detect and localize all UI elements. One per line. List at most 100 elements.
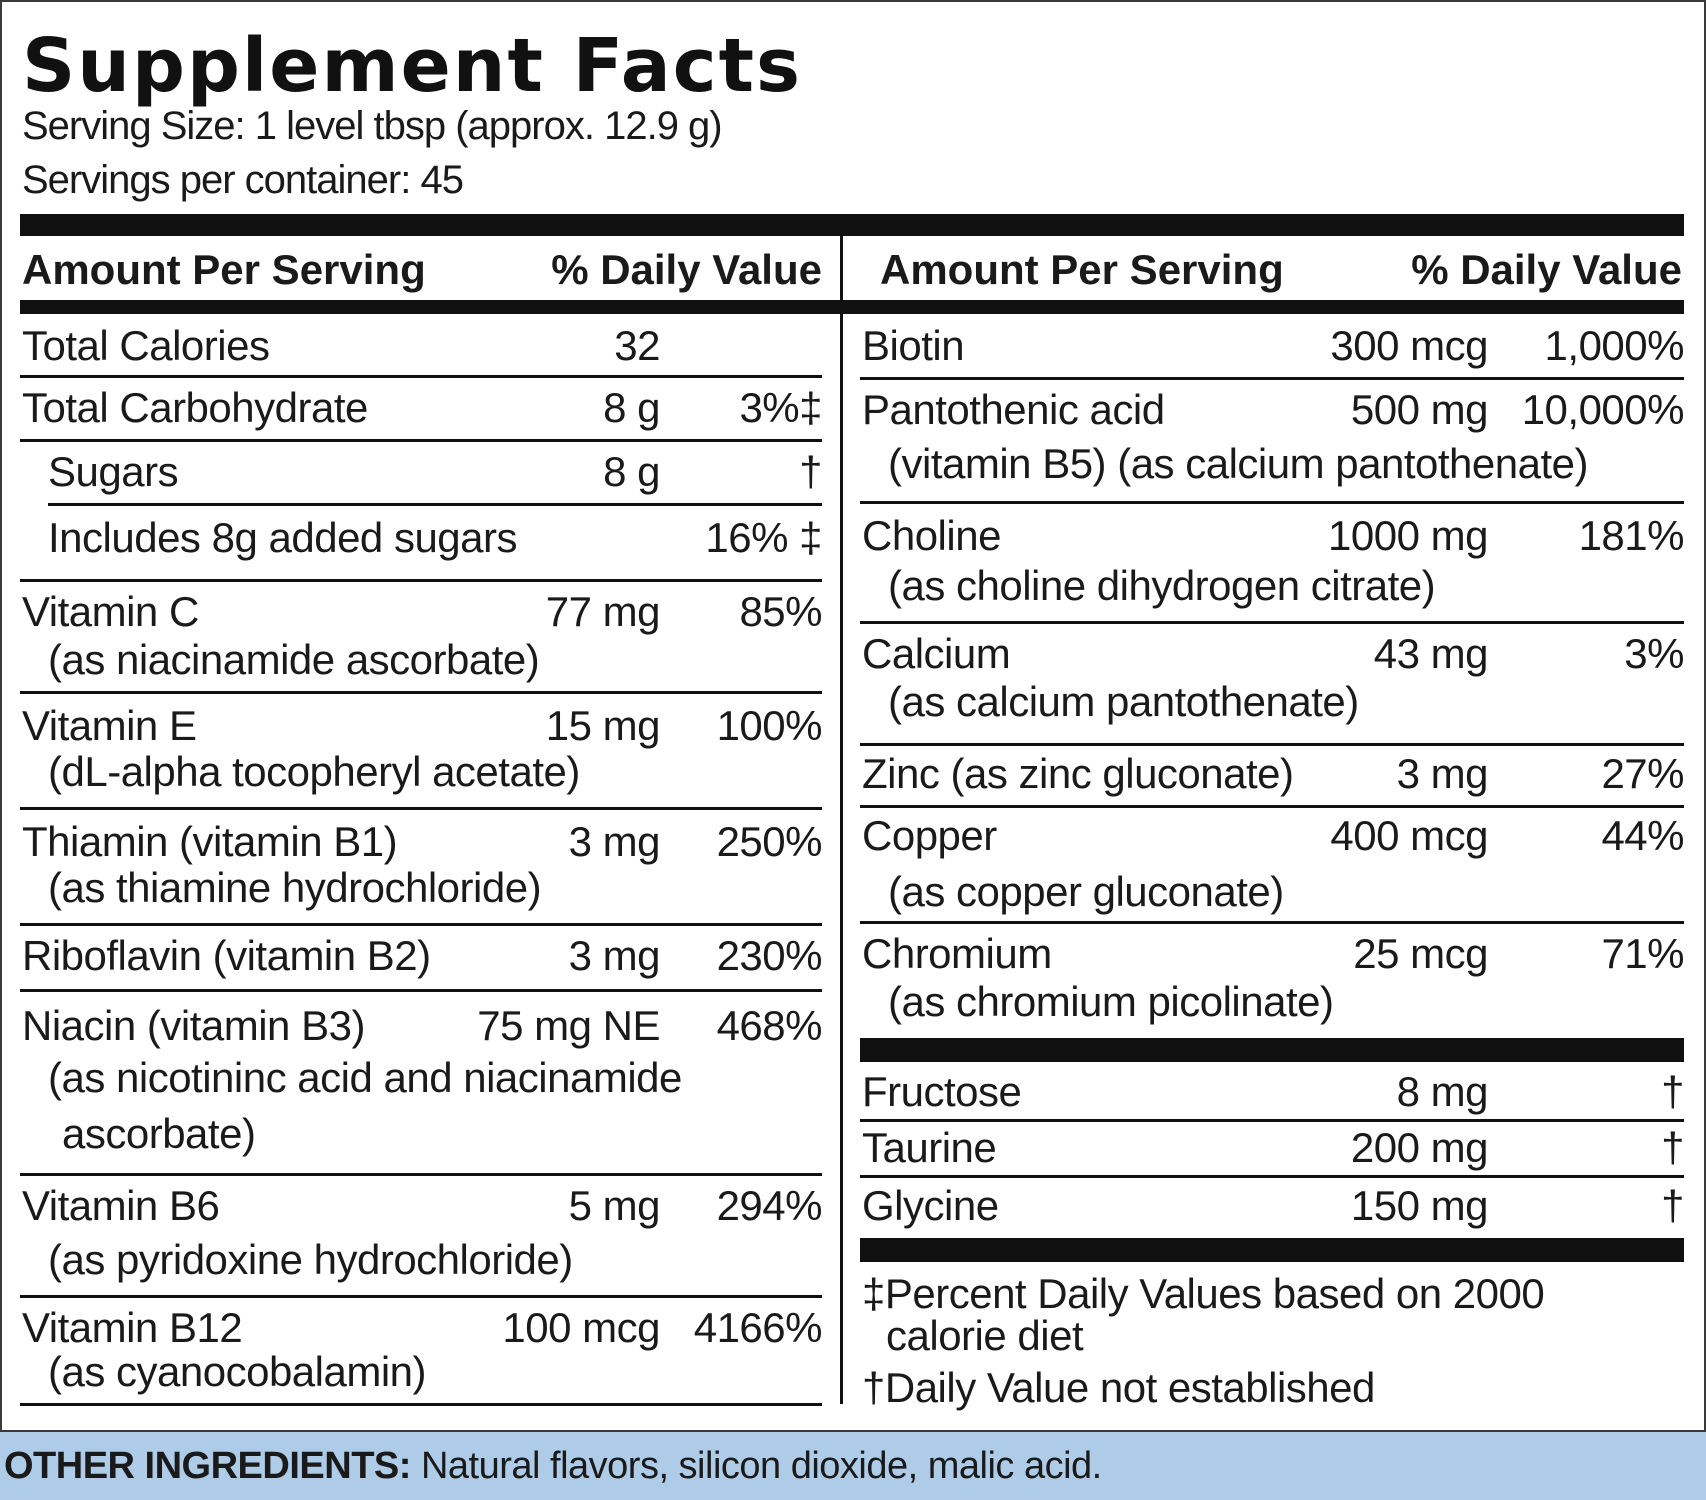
nutrient-daily-value: 100% [716, 702, 823, 749]
ingredient-row: Fructose 8 mg † [860, 1066, 1684, 1122]
nutrient-amount: 15 mg [545, 702, 661, 749]
nutrient-name: Pantothenic acid [862, 386, 1165, 433]
nutrient-row: Vitamin E 15 mg 100% (dL-alpha tocophery… [20, 694, 823, 810]
nutrient-source: (as nicotininc acid and niacinamide [48, 1054, 682, 1101]
other-ingredients-text: Natural flavors, silicon dioxide, malic … [410, 1445, 1102, 1487]
nutrient-name: Copper [862, 812, 997, 859]
nutrient-amount: 400 mcg [1330, 812, 1488, 859]
nutrient-name: Includes 8g added sugars [48, 514, 518, 561]
nutrient-amount: 32 [614, 322, 660, 369]
ingredient-amount: 8 mg [1396, 1068, 1489, 1115]
nutrient-source: (as copper gluconate) [888, 868, 1284, 915]
nutrient-source: (as chromium picolinate) [888, 978, 1334, 1025]
nutrient-row: Thiamin (vitamin B1) 3 mg 250% (as thiam… [20, 810, 823, 926]
nutrient-row: Vitamin B12 100 mcg 4166% (as cyanocobal… [20, 1298, 823, 1406]
nutrient-daily-value: 27% [1601, 750, 1684, 797]
column-divider [840, 236, 843, 1404]
nutrient-name: Thiamin (vitamin B1) [22, 818, 398, 865]
nutrient-amount: 43 mg [1373, 630, 1489, 677]
other-ingredients-band: OTHER INGREDIENTS: Natural flavors, sili… [0, 1432, 1706, 1500]
nutrient-daily-value: 4166% [693, 1304, 823, 1351]
amount-per-serving-heading: Amount Per Serving [22, 246, 426, 293]
nutrient-amount: 3 mg [1396, 750, 1489, 797]
nutrient-amount: 5 mg [568, 1182, 661, 1229]
nutrient-amount: 3 mg [568, 818, 661, 865]
nutrient-row: Chromium 25 mcg 71% (as chromium picolin… [860, 924, 1684, 1038]
ingredient-daily-value: † [1661, 1182, 1684, 1229]
nutrient-daily-value: 16% ‡ [705, 514, 822, 561]
nutrient-amount: 8 g [603, 384, 660, 431]
nutrient-name: Choline [862, 512, 1001, 559]
nutrient-daily-value: † [799, 448, 822, 495]
left-nutrient-list: Total Calories 32 Total Carbohydrate 8 g… [20, 314, 823, 1406]
nutrient-name: Chromium [862, 930, 1052, 977]
amount-per-serving-heading: Amount Per Serving [880, 246, 1284, 293]
nutrient-row: Copper 400 mcg 44% (as copper gluconate) [860, 808, 1684, 924]
ingredient-row: Glycine 150 mg † [860, 1178, 1684, 1234]
nutrient-row: Sugars 8 g † [48, 442, 822, 506]
nutrient-amount: 75 mg NE [477, 1002, 660, 1049]
nutrient-name: Niacin (vitamin B3) [22, 1002, 365, 1049]
ingredient-daily-value: † [1661, 1124, 1684, 1171]
nutrient-amount: 300 mcg [1330, 322, 1488, 369]
ingredient-amount: 200 mg [1350, 1124, 1489, 1171]
footnote-bar [860, 1238, 1684, 1262]
nutrient-source: (vitamin B5) (as calcium pantothenate) [888, 440, 1588, 487]
nutrient-name: Zinc (as zinc gluconate) [862, 750, 1294, 797]
nutrient-row: Zinc (as zinc gluconate) 3 mg 27% [860, 746, 1684, 808]
ingredient-amount: 150 mg [1350, 1182, 1489, 1229]
nutrient-daily-value: 294% [716, 1182, 823, 1229]
footnote-daily-value-basis: ‡Percent Daily Values based on 2000 calo… [860, 1270, 1684, 1412]
nutrient-name: Total Calories [22, 322, 270, 369]
nutrient-daily-value: 230% [716, 932, 823, 979]
nutrient-row: Biotin 300 mcg 1,000% [860, 314, 1685, 380]
panel-title: Supplement Facts [22, 23, 803, 109]
serving-size: Serving Size: 1 level tbsp (approx. 12.9… [22, 104, 723, 148]
servings-per-container: Servings per container: 45 [22, 158, 464, 202]
ingredient-name: Taurine [862, 1124, 997, 1171]
nutrient-source-continued: ascorbate) [62, 1110, 256, 1157]
nutrient-name: Riboflavin (vitamin B2) [22, 932, 431, 979]
nutrient-daily-value: 10,000% [1521, 386, 1685, 433]
ingredient-row: Taurine 200 mg † [860, 1122, 1684, 1178]
left-column-header: Amount Per Serving % Daily Value [22, 240, 822, 300]
nutrient-amount: 100 mcg [502, 1304, 660, 1351]
nutrient-name: Total Carbohydrate [22, 384, 368, 431]
nutrient-amount: 77 mg [545, 588, 661, 635]
nutrient-daily-value: 468% [716, 1002, 823, 1049]
nutrient-source: (as choline dihydrogen citrate) [888, 562, 1436, 609]
left-header-bar [20, 300, 840, 314]
nutrient-row: Vitamin B6 5 mg 294% (as pyridoxine hydr… [20, 1176, 823, 1298]
ingredient-name: Fructose [862, 1068, 1022, 1115]
nutrient-name: Sugars [48, 448, 179, 495]
nutrient-source: (as niacinamide ascorbate) [48, 636, 540, 683]
nutrient-row: Total Carbohydrate 8 g 3%‡ [20, 378, 822, 442]
nutrient-source: (as cyanocobalamin) [48, 1348, 427, 1395]
nutrient-daily-value: 71% [1601, 930, 1684, 977]
other-ingredients-label: OTHER INGREDIENTS: [4, 1445, 411, 1487]
ingredient-name: Glycine [862, 1182, 999, 1229]
nutrient-daily-value: 181% [1578, 512, 1685, 559]
nutrient-row: Choline 1000 mg 181% (as choline dihydro… [860, 504, 1685, 624]
nutrient-row: Calcium 43 mg 3% (as calcium pantothenat… [860, 624, 1684, 746]
right-nutrient-list: Biotin 300 mcg 1,000% Pantothenic acid 5… [860, 314, 1685, 1412]
ingredient-daily-value: † [1661, 1068, 1684, 1115]
nutrient-row: Niacin (vitamin B3) 75 mg NE 468% (as ni… [20, 992, 823, 1176]
nutrient-source: (as calcium pantothenate) [888, 678, 1359, 725]
right-column-header: Amount Per Serving % Daily Value [880, 240, 1682, 300]
nutrient-row: Vitamin C 77 mg 85% (as niacinamide asco… [20, 582, 822, 694]
supplement-facts-panel: Supplement Facts Serving Size: 1 level t… [0, 0, 1706, 1432]
nutrient-name: Vitamin B6 [22, 1182, 220, 1229]
nutrient-row: Total Calories 32 [20, 314, 822, 378]
nutrient-daily-value: 85% [739, 588, 822, 635]
other-ingredients-bar [860, 1038, 1684, 1062]
nutrient-daily-value: 250% [716, 818, 823, 865]
footnote-not-established: †Daily Value not established [862, 1364, 1375, 1411]
nutrient-amount: 8 g [603, 448, 660, 495]
nutrient-name: Calcium [862, 630, 1011, 677]
nutrient-amount: 1000 mg [1328, 512, 1488, 559]
nutrient-name: Vitamin C [22, 588, 199, 635]
nutrient-source: (dL-alpha tocopheryl acetate) [48, 748, 580, 795]
nutrient-name: Vitamin E [22, 702, 197, 749]
nutrient-amount: 3 mg [568, 932, 661, 979]
